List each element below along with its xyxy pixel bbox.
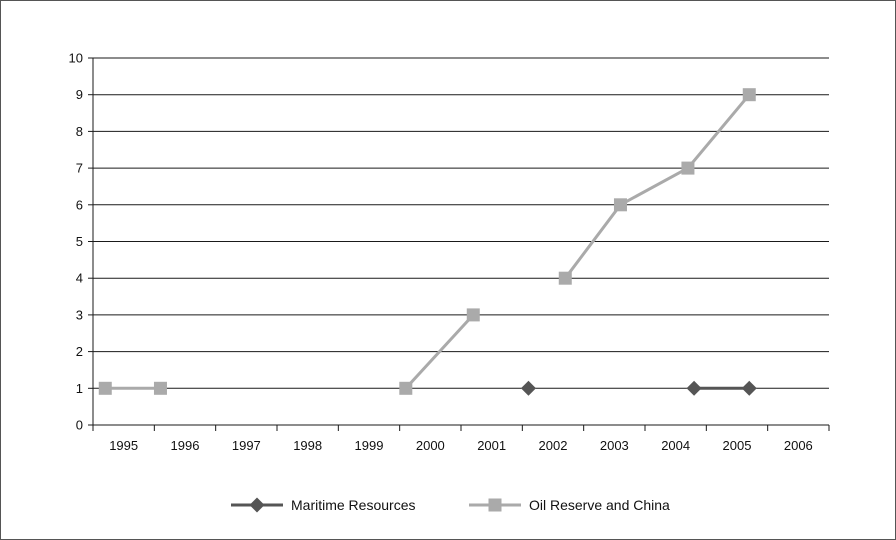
x-tick-label: 2005 — [723, 438, 752, 453]
data-point-marker — [681, 161, 695, 175]
data-point-marker — [742, 88, 756, 102]
legend-marker-swatch — [488, 498, 502, 512]
y-tick-label: 2 — [76, 344, 83, 359]
legend: Maritime Resources Oil Reserve and China — [231, 497, 670, 513]
series-line-segment — [564, 93, 751, 280]
y-tick-label: 6 — [76, 197, 83, 212]
x-tick-label: 2004 — [661, 438, 690, 453]
x-tick-label: 2003 — [600, 438, 629, 453]
y-tick-label: 4 — [76, 271, 83, 286]
legend-item: Maritime Resources — [231, 497, 415, 513]
x-tick-label: 1998 — [293, 438, 322, 453]
axes — [88, 57, 830, 431]
y-tick-label: 8 — [76, 124, 83, 139]
y-tick-label: 3 — [76, 307, 83, 322]
x-tick-label: 1996 — [171, 438, 200, 453]
x-tick-label: 1995 — [109, 438, 138, 453]
data-point-marker — [613, 198, 627, 212]
series-line-segment — [404, 313, 475, 390]
data-point-marker — [741, 380, 757, 396]
y-tick-label: 0 — [76, 418, 83, 433]
x-tick-label: 2000 — [416, 438, 445, 453]
legend-item: Oil Reserve and China — [469, 497, 670, 513]
x-tick-label: 2006 — [784, 438, 813, 453]
x-tick-label: 2001 — [477, 438, 506, 453]
y-tick-label: 1 — [76, 381, 83, 396]
data-point-marker — [466, 308, 480, 322]
y-tick-label: 5 — [76, 234, 83, 249]
gridlines — [93, 57, 829, 389]
x-axis-tick-labels: 1995 1996 1997 1998 1999 2000 2001 2002 2003 2004… — [109, 438, 813, 453]
y-axis-tick-labels: 0 1 2 3 4 5 6 7 8 9 10 — [69, 51, 83, 433]
series-maritime-resources — [520, 380, 757, 396]
data-point-marker — [520, 380, 536, 396]
x-tick-label: 2002 — [539, 438, 568, 453]
data-point-marker — [153, 381, 167, 395]
series-layer — [98, 88, 757, 396]
y-tick-label: 10 — [69, 51, 83, 66]
legend-label: Oil Reserve and China — [529, 497, 670, 513]
data-point-marker — [399, 381, 413, 395]
y-tick-label: 7 — [76, 161, 83, 176]
x-tick-label: 1997 — [232, 438, 261, 453]
legend-marker-swatch — [249, 497, 265, 513]
data-point-marker — [686, 380, 702, 396]
legend-label: Maritime Resources — [291, 497, 415, 513]
data-point-marker — [98, 381, 112, 395]
x-tick-label: 1999 — [355, 438, 384, 453]
series-oil-reserve-and-china — [98, 88, 756, 395]
y-tick-label: 9 — [76, 87, 83, 102]
data-point-marker — [558, 271, 572, 285]
